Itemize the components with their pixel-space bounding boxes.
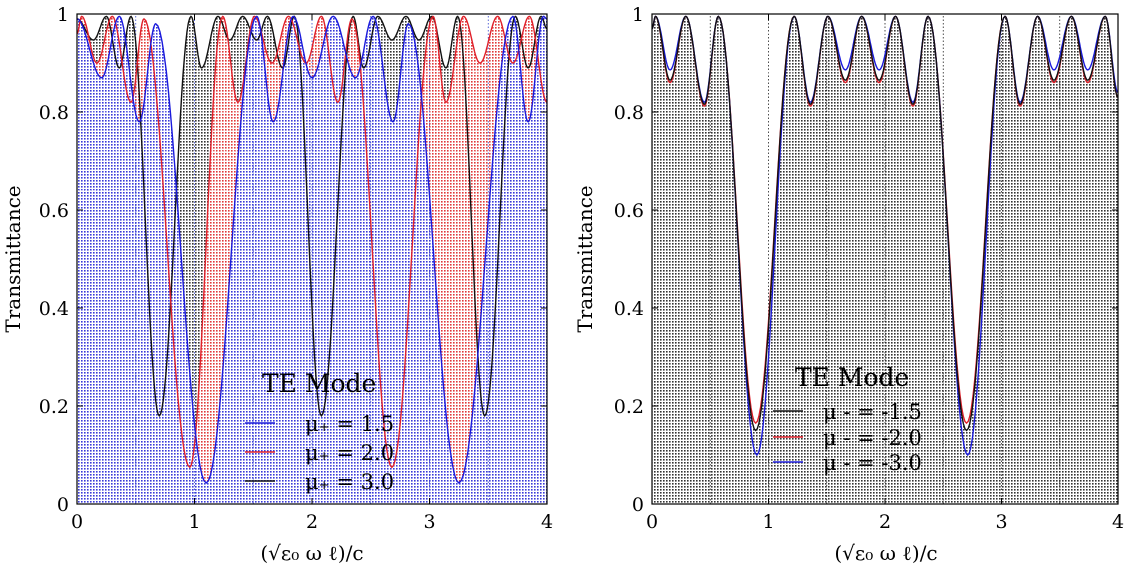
legend-item: μ₊ = 1.5	[305, 412, 394, 436]
y-tick-label: 0.6	[39, 200, 69, 222]
series-fill-area	[652, 16, 1118, 504]
x-tick-label: 3	[423, 511, 435, 533]
y-tick-label: 1	[57, 4, 69, 26]
legend-title: TE Mode	[795, 363, 909, 392]
x-tick-label: 4	[1112, 511, 1124, 533]
series-line	[652, 15, 1118, 457]
legend: TE Mode μ - = -1.5 μ - = -2.0 μ - = -3.0	[773, 363, 922, 475]
legend: TE Mode μ₊ = 1.5 μ₊ = 2.0 μ₊ = 3.0	[245, 369, 394, 494]
y-tick-label: 0.6	[614, 200, 644, 222]
x-tick-label: 1	[762, 511, 774, 533]
y-tick-label: 0.8	[39, 102, 69, 124]
legend-item: μ - = -3.0	[823, 451, 922, 475]
x-axis-label: (√ε₀ ω ℓ)/c	[260, 541, 363, 565]
left-panel: 0 1 2 3 4 0 0.2 0.4 0.6 0.8 1 Transmittance (√ε₀ ω…	[1, 4, 553, 565]
series-fill-area	[77, 16, 547, 504]
y-tick-label: 0.2	[39, 396, 69, 418]
x-tick-label: 4	[541, 511, 553, 533]
y-axis-label: Transmittance	[573, 185, 597, 332]
y-tick-label: 0.8	[614, 102, 644, 124]
y-axis-label: Transmittance	[1, 185, 25, 332]
series-line	[77, 15, 547, 418]
x-tick-label: 3	[995, 511, 1007, 533]
series-line	[77, 15, 547, 484]
y-tick-label: 0	[57, 494, 69, 516]
legend-item: μ₊ = 3.0	[305, 470, 394, 494]
y-tick-label: 0.4	[39, 298, 69, 320]
y-tick-label: 0	[632, 494, 644, 516]
x-tick-label: 0	[71, 511, 83, 533]
x-tick-label: 0	[646, 511, 658, 533]
y-tick-label: 0.4	[614, 298, 644, 320]
x-tick-label: 2	[879, 511, 891, 533]
y-tick-label: 1	[632, 4, 644, 26]
x-tick-label: 1	[188, 511, 200, 533]
y-tick-label: 0.2	[614, 396, 644, 418]
legend-item: μ - = -1.5	[823, 400, 922, 424]
series-line	[652, 15, 1118, 425]
legend-item: μ₊ = 2.0	[305, 441, 394, 465]
series-line	[652, 15, 1118, 432]
right-panel: 0 1 2 3 4 0 0.2 0.4 0.6 0.8 1 Transmittance (√ε₀ ω…	[573, 4, 1124, 565]
x-axis-label: (√ε₀ ω ℓ)/c	[834, 541, 937, 565]
legend-title: TE Mode	[262, 369, 376, 398]
legend-item: μ - = -2.0	[823, 426, 922, 450]
x-tick-label: 2	[306, 511, 318, 533]
